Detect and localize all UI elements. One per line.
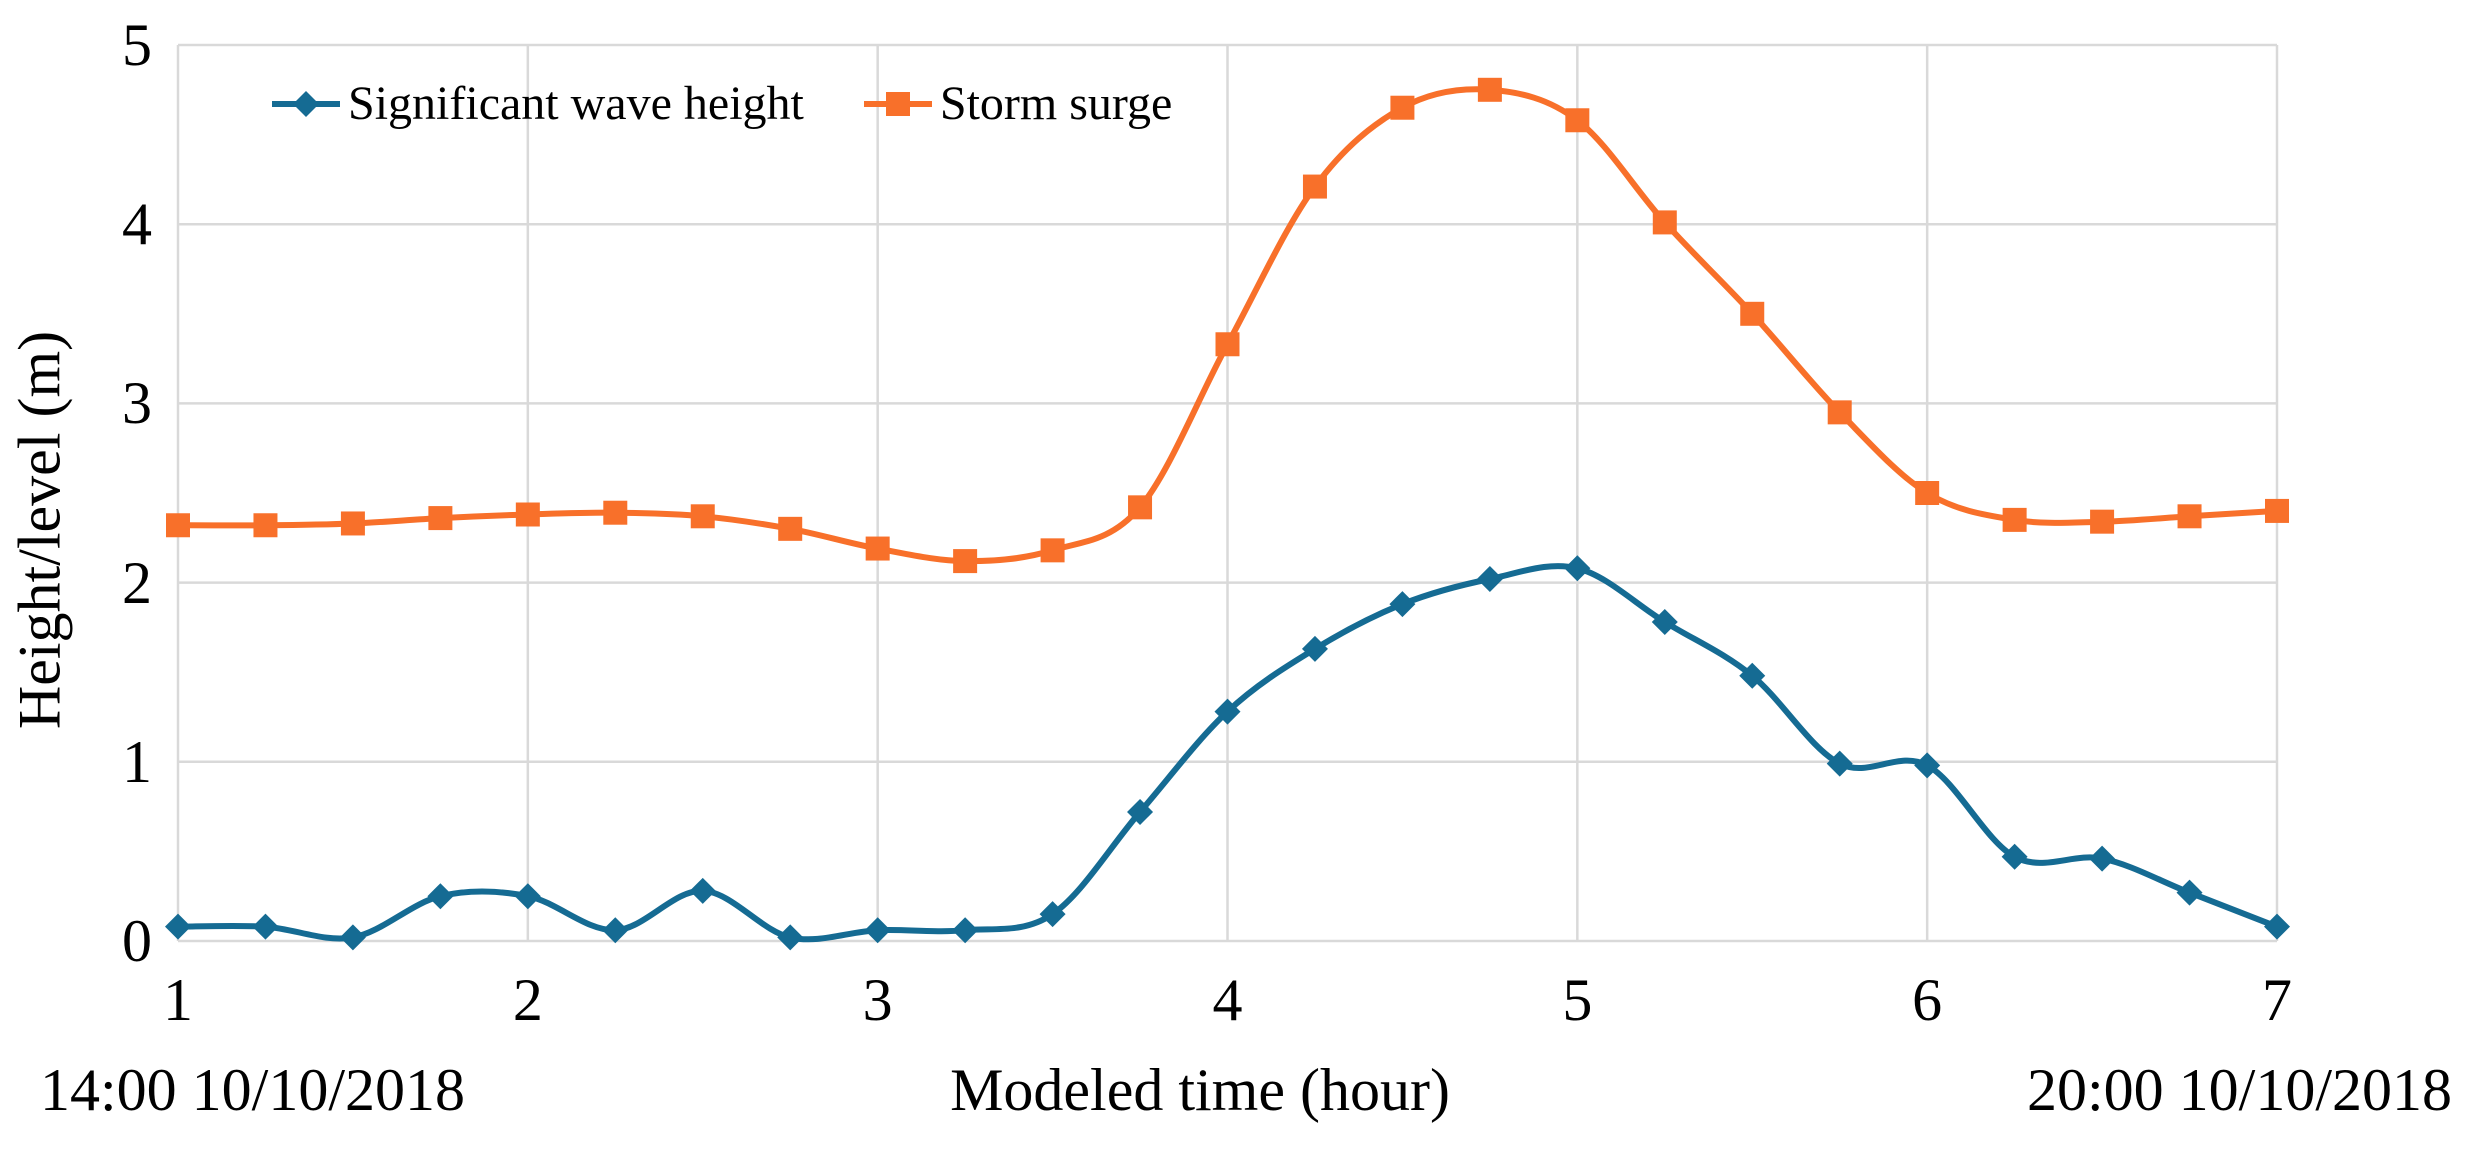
series-marker-diamond-icon bbox=[252, 913, 279, 940]
y-tick-label: 2 bbox=[122, 549, 152, 616]
y-tick-label: 4 bbox=[122, 191, 152, 258]
series-marker-diamond-icon bbox=[339, 924, 366, 951]
x-tick-label: 6 bbox=[1912, 967, 1943, 1033]
series-marker-square-icon bbox=[1477, 77, 1502, 102]
series-marker-diamond-icon bbox=[427, 883, 454, 910]
series-marker-square-icon bbox=[515, 502, 540, 527]
legend-item: Storm surge bbox=[863, 74, 1173, 134]
series-marker-square-icon bbox=[1128, 495, 1153, 520]
series-marker-square-icon bbox=[1302, 174, 1327, 199]
series-marker-diamond-icon bbox=[952, 917, 979, 944]
legend-item: Significant wave height bbox=[272, 74, 804, 134]
series-marker-diamond-icon bbox=[864, 917, 891, 944]
series-marker-diamond-icon bbox=[777, 924, 804, 951]
series-marker-square-icon bbox=[1740, 301, 1765, 326]
series-marker-square-icon bbox=[1915, 481, 1940, 505]
series-marker-diamond-icon bbox=[1914, 752, 1941, 779]
x-tick-label: 7 bbox=[2262, 967, 2292, 1033]
series-marker-diamond-icon bbox=[1301, 635, 1328, 662]
legend: Significant wave height Storm surge bbox=[272, 74, 1172, 134]
series-marker-square-icon bbox=[778, 516, 803, 541]
series-marker-diamond-icon bbox=[1826, 750, 1853, 777]
series-marker-diamond-icon bbox=[1564, 555, 1591, 582]
series-marker-diamond-icon bbox=[689, 877, 716, 904]
y-tick-label: 0 bbox=[122, 908, 152, 974]
legend-label: Significant wave height bbox=[348, 77, 804, 130]
legend-marker-square-icon bbox=[863, 92, 932, 116]
y-tick-label: 1 bbox=[122, 728, 152, 795]
legend-label: Storm surge bbox=[939, 77, 1173, 130]
x-tick-label: 3 bbox=[862, 967, 893, 1033]
x-axis-title: Modeled time (hour) bbox=[950, 1057, 1450, 1123]
legend-marker-diamond-icon bbox=[272, 91, 340, 117]
series-marker-square-icon bbox=[603, 500, 628, 525]
series-marker-diamond-icon bbox=[165, 913, 191, 940]
series-marker-square-icon bbox=[1390, 95, 1415, 120]
series-marker-square-icon bbox=[2090, 509, 2115, 534]
series-marker-diamond-icon bbox=[1476, 566, 1503, 593]
series-marker-square-icon bbox=[1215, 332, 1240, 357]
series-marker-diamond-icon bbox=[1127, 798, 1154, 825]
series-marker-diamond-icon bbox=[1389, 591, 1416, 618]
series-marker-square-icon bbox=[1827, 400, 1852, 425]
x-axis-start-datetime: 14:00 10/10/2018 bbox=[40, 1057, 466, 1123]
series-marker-diamond-icon bbox=[1039, 901, 1066, 928]
series-marker-diamond-icon bbox=[602, 917, 629, 944]
series-marker-diamond-icon bbox=[514, 883, 541, 910]
series-marker-square-icon bbox=[2002, 507, 2027, 532]
series-marker-diamond-icon bbox=[2176, 879, 2203, 906]
series-marker-square-icon bbox=[2265, 498, 2289, 523]
x-tick-label: 5 bbox=[1562, 967, 1593, 1033]
series-marker-diamond-icon bbox=[2089, 845, 2116, 872]
series-marker-square-icon bbox=[1040, 538, 1065, 563]
series-marker-diamond-icon bbox=[1214, 698, 1241, 725]
series-marker-diamond-icon bbox=[1739, 662, 1766, 689]
y-tick-label: 5 bbox=[122, 12, 152, 78]
series-marker-square-icon bbox=[865, 536, 890, 561]
x-tick-label: 2 bbox=[512, 967, 543, 1033]
x-axis-end-datetime: 20:00 10/10/2018 bbox=[2026, 1057, 2452, 1123]
series-marker-square-icon bbox=[1565, 108, 1590, 133]
series-marker-square-icon bbox=[2177, 504, 2202, 529]
x-tick-label: 4 bbox=[1212, 967, 1243, 1033]
series-marker-square-icon bbox=[166, 513, 190, 538]
series-marker-square-icon bbox=[690, 504, 715, 529]
series-marker-square-icon bbox=[428, 506, 453, 531]
series-line-1 bbox=[175, 86, 2280, 565]
x-tick-label: 1 bbox=[163, 967, 193, 1033]
series-marker-square-icon bbox=[1652, 210, 1677, 235]
series-marker-square-icon bbox=[253, 513, 278, 538]
series-marker-square-icon bbox=[953, 549, 978, 574]
y-tick-label: 3 bbox=[122, 370, 152, 437]
series-marker-diamond-icon bbox=[2264, 913, 2290, 940]
series-marker-square-icon bbox=[340, 511, 365, 536]
series-marker-diamond-icon bbox=[2001, 843, 2028, 870]
series-marker-diamond-icon bbox=[1651, 609, 1678, 636]
